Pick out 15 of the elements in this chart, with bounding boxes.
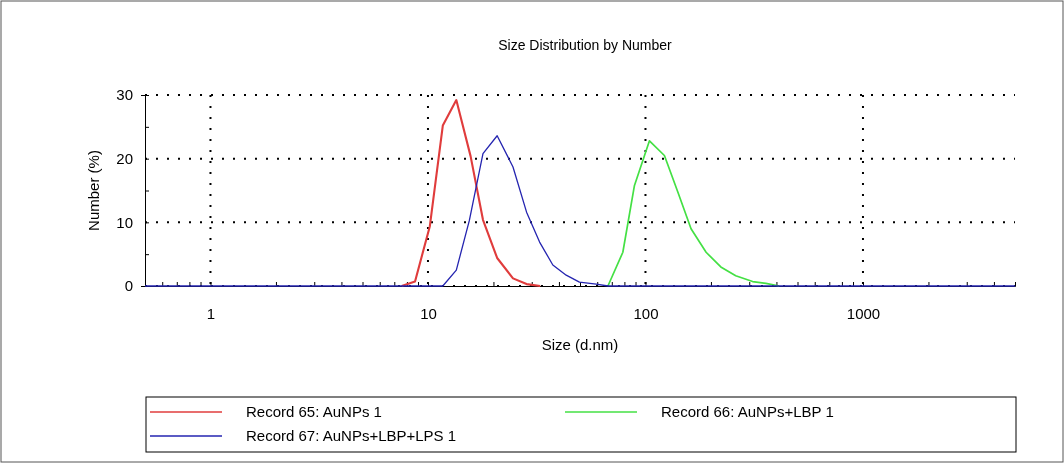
chart-title: Size Distribution by Number — [498, 37, 673, 53]
y-tick-label: 20 — [116, 149, 133, 167]
x-tick-label: 1000 — [846, 304, 881, 322]
x-axis-title: Size (d.nm) — [541, 336, 619, 353]
line-series — [400, 99, 542, 288]
x-tick-label: 10 — [420, 304, 437, 322]
x-tick-label: 100 — [633, 304, 659, 322]
y-tick-label: 0 — [124, 277, 133, 295]
x-tick-label: 1 — [206, 304, 216, 322]
legend-label: Record 65: AuNPs 1 — [246, 403, 382, 420]
legend-label: Record 66: AuNPs+LBP 1 — [661, 403, 834, 420]
y-axis-title: Number (%) — [85, 150, 102, 231]
y-tick-label: 10 — [116, 213, 133, 231]
legend-label: Record 67: AuNPs+LBP+LPS 1 — [246, 427, 457, 444]
y-tick-label: 30 — [116, 86, 133, 104]
